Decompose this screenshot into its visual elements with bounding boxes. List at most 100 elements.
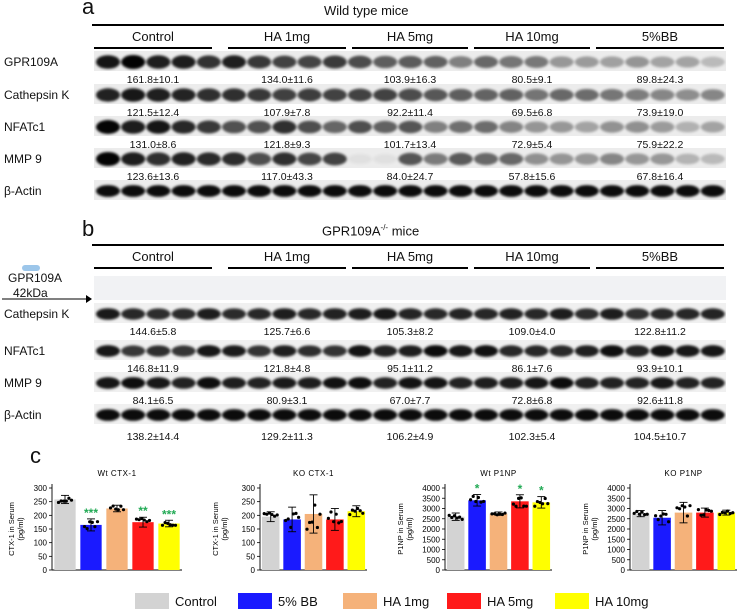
chart-point (637, 512, 641, 516)
chart-bar (261, 516, 280, 570)
chart-point (111, 504, 115, 508)
chart-ytick-label: 2500 (607, 515, 625, 524)
legend-label: Control (175, 593, 217, 609)
chart-point (718, 512, 722, 517)
chart-point (262, 512, 266, 516)
chart-point (59, 499, 63, 503)
chart-point (645, 512, 649, 516)
panel-b-quant-value: 129.2±11.3 (261, 431, 313, 443)
panel_a-group-label: HA 10mg (505, 29, 559, 44)
chart-bar (653, 517, 671, 570)
chart-point (524, 504, 528, 508)
chart-point (514, 504, 518, 508)
chart-point (490, 512, 494, 516)
chart-svg: Wt CTX-1 CTX-1 in Serum (pg/ml) 0 50 100 150 20… (7, 469, 182, 575)
chart-ylabel: P1NP in Serum (581, 503, 590, 555)
blue-marker-spot (22, 265, 40, 271)
legend-label: HA 1mg (383, 593, 430, 609)
chart-point (313, 503, 317, 507)
chart-bar (326, 519, 344, 570)
chart-ytick-label: 0 (436, 566, 441, 575)
chart-point (121, 508, 126, 512)
chart-point (356, 506, 360, 511)
chart-point (166, 521, 170, 525)
legend-label: HA 5mg (487, 593, 534, 609)
chart-point (709, 509, 713, 513)
panel_b-group-label: 5%BB (641, 249, 679, 264)
legend-item: HA 5mg (447, 593, 533, 609)
chart-point (147, 518, 152, 523)
chart-ytick-label: 0 (251, 566, 256, 575)
chart-point (95, 520, 100, 524)
chart-ylabel-unit: (pg/ml) (220, 517, 229, 541)
chart-point (493, 512, 497, 516)
legend-swatch (135, 593, 169, 609)
chart-point (452, 514, 456, 518)
panel-b-quant-value: 144.6±5.8 (129, 326, 177, 338)
chart-significance: ** (138, 504, 148, 518)
chart-bar (80, 524, 102, 570)
chart-bar (717, 512, 736, 570)
chart-point (511, 502, 515, 506)
chart-point (543, 496, 547, 501)
panel_a-group-label: Control (132, 29, 174, 44)
panel_a-group-label: HA 1mg (263, 29, 311, 44)
chart-ytick-label: 3000 (607, 505, 625, 514)
chart-bar (132, 522, 154, 570)
chart-point (145, 520, 149, 524)
chart-point (114, 507, 118, 511)
legend-item: HA 10mg (555, 593, 648, 609)
panel-b-gpr-label: GPR109A (8, 271, 63, 285)
legend-item: Control (135, 593, 217, 609)
legend-swatch (343, 593, 377, 609)
chart-ytick-label: 150 (242, 525, 256, 534)
chart-point (664, 512, 668, 516)
legend-swatch (447, 593, 481, 609)
chart-bar (468, 500, 486, 570)
chart-3: KO P1NP P1NP in Serum (pg/ml) 0 500 1000 1500 2… (560, 462, 745, 592)
panel_b-group-label: HA 5mg (386, 249, 434, 264)
chart-significance: * (475, 482, 480, 496)
panel-b-quant-value: 138.2±14.4 (126, 431, 180, 443)
chart-point (447, 513, 451, 517)
chart-point (88, 520, 92, 524)
chart-point (62, 499, 66, 503)
panel-b-blot-strip (94, 303, 726, 323)
panel-a-title-line (92, 24, 724, 26)
panel_b-group-line (474, 267, 590, 269)
chart-point (173, 523, 178, 527)
panel-a-blot-strip (94, 180, 726, 200)
chart-point (678, 507, 682, 511)
chart-point (284, 518, 288, 523)
panel_a-group-line (596, 47, 724, 49)
panel-a-title: Wild type mice (324, 3, 409, 18)
panel-a-quant-value: 89.8±24.3 (636, 74, 684, 86)
chart-point (541, 502, 545, 506)
panel-b-blot-strip (94, 372, 726, 392)
chart-point (291, 512, 295, 516)
chart-point (318, 512, 322, 516)
panel-a-quant-value: 134.0±11.6 (261, 74, 313, 86)
chart-bar (347, 511, 366, 570)
chart-title: KO P1NP (664, 469, 702, 478)
panel-b-quant-value: 105.3±8.2 (386, 326, 434, 338)
chart-svg: KO CTX-1 CTX-1 in Serum (pg/ml) 0 50 100 150 20… (211, 469, 367, 575)
panel-b-quant-value: 106.2±4.9 (386, 431, 434, 443)
chart-ylabel-unit: (pg/ml) (16, 517, 25, 541)
panel-b-blot-strip (94, 404, 726, 424)
panel-a-letter: a (82, 0, 95, 19)
chart-point (632, 511, 636, 515)
panel-a-blot-strip (94, 84, 726, 104)
panel_b-group-line (228, 267, 346, 269)
chart-point (474, 499, 478, 504)
chart-ytick-label: 4000 (607, 484, 625, 493)
panel_b-group-label: Control (132, 249, 174, 264)
chart-ytick-label: 4000 (422, 484, 440, 493)
chart-point (56, 500, 61, 505)
chart-point (685, 514, 689, 518)
chart-point (517, 496, 521, 500)
chart-point (82, 524, 87, 529)
empty-gpr-blot (94, 276, 726, 300)
chart-point (675, 506, 679, 510)
